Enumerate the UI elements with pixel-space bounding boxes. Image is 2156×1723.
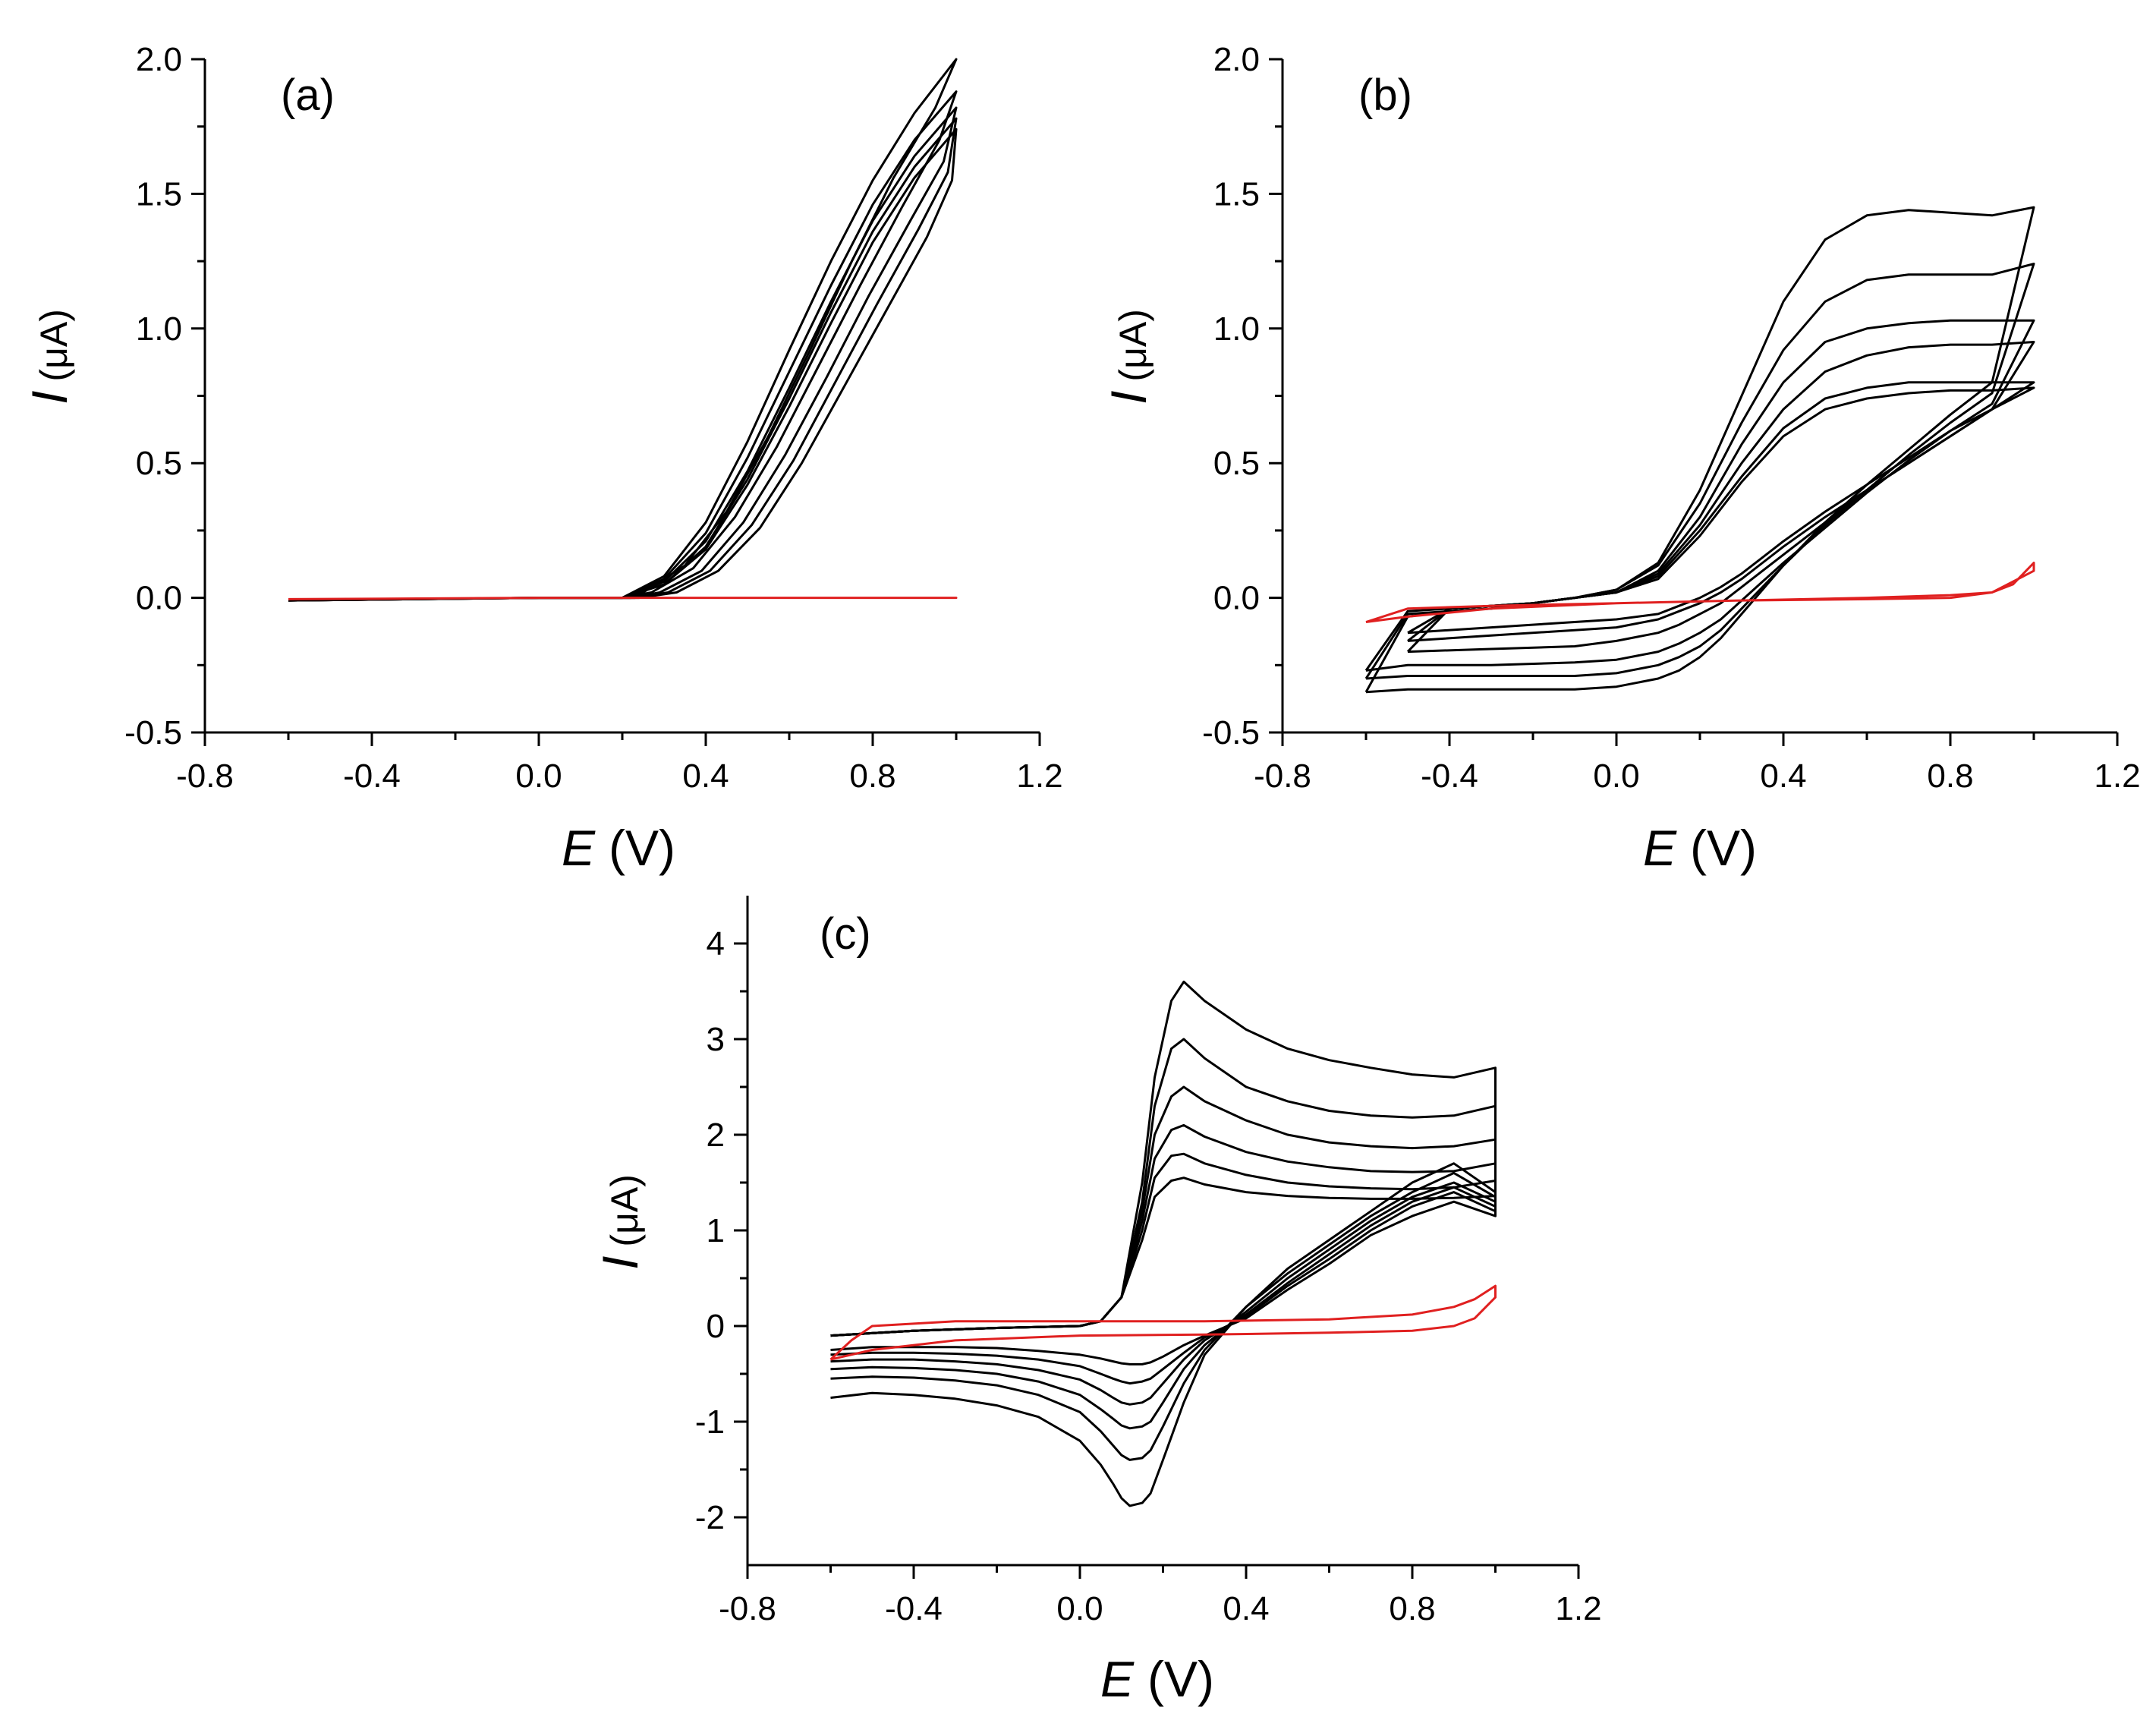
panel-a: (a) I(μA) E (V) -0.8 -0.4 0.0 0.4 0.8 1.2 -0.5 0… bbox=[21, 41, 1063, 876]
panel-b-curve-scan-3 bbox=[1364, 319, 2035, 672]
panel-c-x-tick-label: 0.4 bbox=[1223, 1590, 1269, 1627]
panel-b-curve-scan-6 bbox=[1407, 386, 2035, 635]
panel-b-x-tick-label: -0.4 bbox=[1421, 758, 1478, 795]
panel-c-x-tick-label: 0.0 bbox=[1056, 1590, 1103, 1627]
panel-a-curves bbox=[288, 58, 958, 602]
panel-c-y-tick-label: 1 bbox=[707, 1212, 725, 1249]
panel-c-curve-scan-5 bbox=[830, 1152, 1497, 1385]
panel-c-y-tick-label: 0 bbox=[707, 1308, 725, 1345]
panel-c-curve-scan-3 bbox=[830, 1085, 1497, 1430]
panel-a-label: (a) bbox=[281, 71, 335, 120]
panel-c-y-tick-label: -2 bbox=[695, 1499, 725, 1536]
panel-a-curve-scan-5 bbox=[288, 128, 958, 602]
panel-a-curve-scan-4 bbox=[288, 117, 958, 602]
panel-a-x-title: E (V) bbox=[562, 820, 675, 876]
panel-b-x-tick-label: 0.8 bbox=[1927, 758, 1973, 795]
panel-c-y-tick-label: -1 bbox=[695, 1403, 725, 1441]
panel-c-x-tick-label: -0.4 bbox=[885, 1590, 943, 1627]
panel-b-curve-scan-1 bbox=[1364, 206, 2035, 694]
panel-c-curve-blank bbox=[829, 1284, 1497, 1361]
panel-c-curves bbox=[829, 980, 1497, 1507]
panel-c-curve-scan-2 bbox=[830, 1038, 1497, 1461]
panel-a-y-tick-label: 1.0 bbox=[136, 310, 182, 348]
panel-b-curve-scan-2 bbox=[1364, 263, 2035, 680]
panel-a-x-tick-label: 0.0 bbox=[515, 758, 562, 795]
panel-a-curve-scan-2 bbox=[288, 90, 958, 602]
panel-c-x-tick-label: -0.8 bbox=[719, 1590, 776, 1627]
panel-c-y-tick-label: 2 bbox=[707, 1117, 725, 1154]
panel-a-x-tick-label: 1.2 bbox=[1016, 758, 1062, 795]
panel-b-curve-blank bbox=[1365, 562, 2035, 623]
panel-c-x-title: E (V) bbox=[1100, 1651, 1214, 1707]
panel-a-curve-scan-1 bbox=[288, 58, 958, 602]
panel-c-x-tick-label: 1.2 bbox=[1555, 1590, 1601, 1627]
panel-b-x-tick-label: -0.8 bbox=[1254, 758, 1311, 795]
panel-b-y-tick-label: 2.0 bbox=[1213, 41, 1260, 78]
panel-a-y-title: I(μA) bbox=[21, 309, 77, 405]
panel-a-curve-scan-3 bbox=[288, 106, 958, 602]
panel-a-y-tick-label: -0.5 bbox=[124, 714, 182, 751]
panel-a-y-tick-label: 0.5 bbox=[136, 445, 182, 482]
panel-b-curves bbox=[1364, 206, 2035, 694]
panel-b-y-title: I(μA) bbox=[1100, 309, 1157, 405]
panel-c-x-tick-label: 0.8 bbox=[1389, 1590, 1435, 1627]
panel-c-y-tick-label: 3 bbox=[707, 1021, 725, 1058]
panel-b-y-tick-label: 1.0 bbox=[1213, 310, 1260, 348]
panel-b-label: (b) bbox=[1358, 71, 1412, 120]
panel-c-y-tick-label: 4 bbox=[707, 925, 725, 962]
panel-a-y-tick-label: 1.5 bbox=[136, 175, 182, 213]
panel-c-y-title: I(μA) bbox=[592, 1174, 648, 1270]
panel-a-y-tick-label: 0.0 bbox=[136, 580, 182, 617]
panel-a-y-tick-label: 2.0 bbox=[136, 41, 182, 78]
panel-a-x-tick-label: 0.8 bbox=[849, 758, 895, 795]
panel-c-curve-scan-4 bbox=[830, 1123, 1497, 1406]
panel-c: (c) I(μA) E (V) -0.8 -0.4 0.0 0.4 0.8 1.2 -2 -1 0… bbox=[592, 896, 1602, 1707]
panel-a-curve-blank bbox=[288, 597, 958, 600]
panel-b-x-tick-label: 0.0 bbox=[1593, 758, 1639, 795]
panel-a-x-tick-label: -0.8 bbox=[176, 758, 234, 795]
panel-b-y-tick-label: 0.0 bbox=[1213, 580, 1260, 617]
panel-b-y-tick-label: 0.5 bbox=[1213, 445, 1260, 482]
panel-b-x-title: E (V) bbox=[1643, 820, 1757, 876]
panel-c-curve-scan-1 bbox=[830, 980, 1497, 1507]
panel-c-curve-scan-6 bbox=[830, 1176, 1497, 1365]
panel-c-label: (c) bbox=[820, 909, 871, 959]
panel-b: (b) I(μA) E (V) -0.8 -0.4 0.0 0.4 0.8 1.2 -0.5 0… bbox=[1100, 41, 2141, 876]
panel-a-x-tick-label: -0.4 bbox=[343, 758, 401, 795]
panel-b-y-tick-label: 1.5 bbox=[1213, 175, 1260, 213]
panel-b-x-tick-label: 1.2 bbox=[2094, 758, 2140, 795]
panel-b-y-tick-label: -0.5 bbox=[1202, 714, 1260, 751]
panel-a-x-tick-label: 0.4 bbox=[682, 758, 729, 795]
panel-b-x-tick-label: 0.4 bbox=[1760, 758, 1806, 795]
